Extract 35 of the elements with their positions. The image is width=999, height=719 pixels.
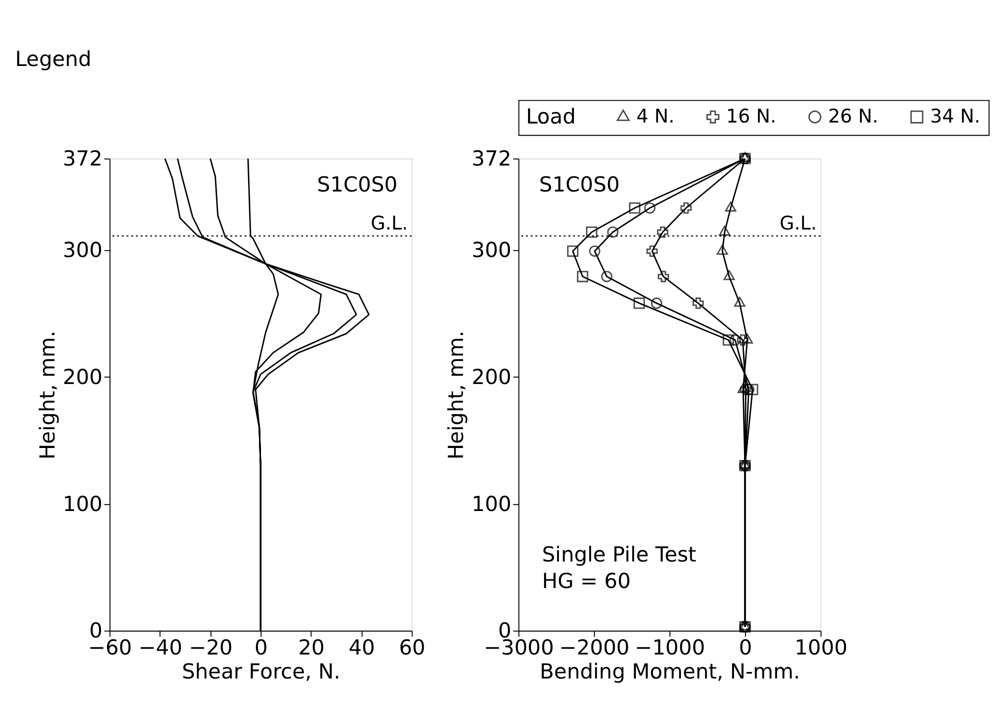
y-tick-label: 372 bbox=[472, 146, 512, 171]
annotation: S1C0S0 bbox=[539, 172, 620, 197]
x-tick-label: 0 bbox=[254, 636, 268, 660]
x-tick-label: −1000 bbox=[634, 636, 706, 660]
annotation: Single Pile Test bbox=[542, 542, 696, 567]
x-tick-label: −2000 bbox=[559, 636, 630, 660]
legend-label: 4 N. bbox=[636, 106, 675, 128]
ref-line-label: G.L. bbox=[780, 212, 817, 234]
x-axis-title: Bending Moment, N-mm. bbox=[540, 659, 800, 684]
legend-label: 26 N. bbox=[828, 106, 878, 128]
legend-label: 16 N. bbox=[726, 106, 776, 128]
y-tick-label: 200 bbox=[62, 364, 102, 389]
x-tick-label: 0 bbox=[738, 636, 752, 660]
text: Legend bbox=[15, 46, 92, 71]
y-tick-label: 300 bbox=[62, 238, 102, 262]
y-axis-title: Height, mm. bbox=[35, 330, 60, 460]
x-tick-label: 20 bbox=[298, 636, 325, 660]
annotation: S1C0S0 bbox=[317, 172, 398, 197]
legend-title: Load bbox=[526, 104, 576, 129]
annotation: HG = 60 bbox=[542, 569, 631, 594]
y-tick-label: 100 bbox=[62, 492, 102, 516]
x-axis-title: Shear Force, N. bbox=[182, 659, 340, 684]
y-axis-title: Height, mm. bbox=[444, 330, 468, 460]
legend-label: 34 N. bbox=[930, 106, 980, 128]
x-tick-label: 1000 bbox=[794, 636, 848, 660]
x-tick-label: 40 bbox=[348, 636, 376, 660]
y-tick-label: 300 bbox=[472, 238, 512, 262]
y-tick-label: 0 bbox=[89, 618, 102, 643]
x-tick-label: −40 bbox=[138, 636, 182, 660]
y-tick-label: 372 bbox=[62, 146, 102, 171]
y-tick-label: 200 bbox=[472, 364, 512, 389]
x-tick-label: 60 bbox=[398, 636, 426, 660]
x-tick-label: −20 bbox=[188, 636, 233, 660]
y-tick-label: 100 bbox=[472, 492, 512, 516]
ref-line-label: G.L. bbox=[370, 212, 408, 234]
